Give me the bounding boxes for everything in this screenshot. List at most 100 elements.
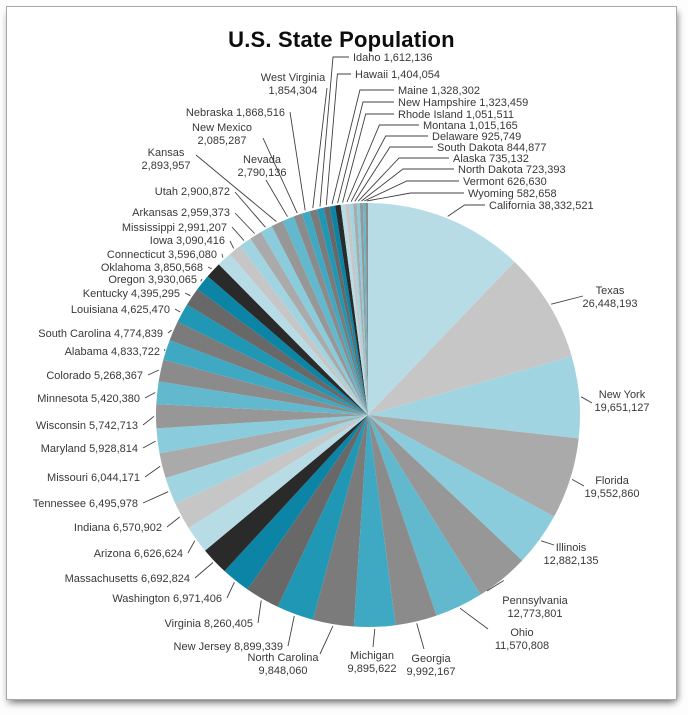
pie-slice-mississippi [240, 238, 368, 415]
pie-slice-kansas [271, 220, 368, 415]
slice-label-arkansas: Arkansas 2,959,373 [132, 207, 230, 219]
leader-line-wyoming [366, 192, 464, 202]
pie-slice-florida [368, 415, 579, 517]
pie-slice-minnesota [156, 381, 368, 415]
pie-slice-montana [345, 203, 368, 415]
slice-label-maryland: Maryland 5,928,814 [41, 443, 138, 455]
leader-line-utah [234, 191, 266, 228]
pie-slice-wyoming [365, 202, 368, 415]
slice-label-ohio: Ohio 11,570,808 [495, 627, 549, 652]
slice-label-north-dakota: North Dakota 723,393 [458, 164, 566, 176]
leader-line-arizona [187, 540, 196, 554]
pie-slice-indiana [175, 415, 368, 528]
slice-label-mississippi: Mississippi 2,991,207 [122, 222, 227, 234]
leader-line-alaska [357, 157, 449, 202]
leader-line-rhode-island [342, 113, 394, 203]
pie-slice-california [368, 203, 515, 415]
pie-slice-illinois [368, 415, 555, 561]
slice-label-rhode-island: Rhode Island 1,051,511 [398, 109, 514, 121]
pie-slice-rhode-island [340, 204, 368, 415]
leader-line-kentucky [184, 292, 191, 297]
pie-slice-oregon [197, 276, 368, 415]
pie-slice-wisconsin [156, 404, 368, 429]
slice-label-colorado: Colorado 5,268,367 [46, 370, 143, 382]
leader-line-west-virginia [312, 87, 328, 209]
slice-label-massachusetts: Massachusetts 6,692,824 [65, 573, 190, 585]
pie-slice-hawaii [323, 206, 368, 415]
leader-line-iowa [229, 240, 235, 249]
slice-label-connecticut: Connecticut 3,596,080 [107, 249, 217, 261]
leader-line-idaho [319, 56, 349, 207]
leader-line-delaware [350, 135, 428, 202]
leader-line-maryland [142, 440, 156, 449]
leader-line-vermont [364, 180, 459, 202]
pie-slice-louisiana [177, 304, 368, 415]
slice-label-new-york: New York 19,651,127 [594, 389, 649, 414]
slice-label-georgia: Georgia 9,992,167 [407, 653, 456, 678]
pie-slice-maine [329, 205, 368, 415]
slice-label-california: California 38,332,521 [489, 200, 594, 212]
leader-line-georgia [416, 623, 425, 650]
slice-label-south-carolina: South Carolina 4,774,839 [38, 328, 163, 340]
pie-slice-tennessee [165, 415, 368, 504]
slice-label-new-jersey: New Jersey 8,899,339 [174, 641, 283, 653]
slice-label-montana: Montana 1,015,165 [423, 120, 518, 132]
slice-label-illinois: Illinois 12,882,135 [543, 542, 598, 567]
leader-line-tennessee [142, 491, 169, 504]
leader-line-minnesota [144, 392, 156, 399]
leader-line-nevada [265, 179, 288, 217]
slice-label-hawaii: Hawaii 1,404,054 [355, 69, 440, 81]
pie-slice-new-jersey [277, 415, 368, 620]
leader-line-south-carolina [167, 329, 172, 334]
slice-label-indiana: Indiana 6,570,902 [74, 522, 162, 534]
slice-label-wisconsin: Wisconsin 5,742,713 [36, 420, 138, 432]
leader-line-missouri [144, 465, 161, 478]
leader-line-new-hampshire [337, 101, 394, 204]
pie-slice-idaho [317, 207, 368, 415]
pie-slice-michigan [353, 415, 396, 628]
pie-slice-nevada [282, 216, 368, 415]
leader-line-connecticut [221, 253, 224, 258]
slice-label-alabama: Alabama 4,833,722 [65, 346, 160, 358]
slice-label-kansas: Kansas 2,893,957 [142, 147, 191, 172]
slice-label-pennsylvania: Pennsylvania 12,773,801 [502, 595, 568, 620]
pie-slice-massachusetts [205, 415, 368, 572]
pie-slice-nebraska [302, 211, 368, 415]
slice-label-washington: Washington 6,971,406 [112, 593, 222, 605]
slice-label-texas: Texas 26,448,193 [582, 285, 637, 310]
leader-line-illinois [540, 540, 555, 546]
slice-label-oregon: Oregon 3,930,065 [108, 274, 197, 286]
leader-line-california [447, 204, 485, 217]
pie-slice-colorado [158, 359, 368, 415]
leader-line-new-mexico [262, 137, 298, 214]
pie-slice-iowa [229, 245, 368, 415]
pie-slice-south-dakota [353, 203, 368, 415]
slice-label-louisiana: Louisiana 4,625,470 [71, 304, 170, 316]
pie-slice-utah [260, 226, 368, 415]
slice-label-kentucky: Kentucky 4,395,295 [83, 288, 180, 300]
pie-slice-arkansas [250, 231, 368, 415]
pie-slice-washington [224, 415, 368, 590]
pie-slice-new-mexico [293, 213, 368, 415]
leader-line-pennsylvania [486, 580, 504, 592]
leader-line-louisiana [174, 308, 181, 313]
slice-label-tennessee: Tennessee 6,495,978 [33, 498, 138, 510]
slice-label-delaware: Delaware 925,749 [432, 131, 521, 143]
slice-label-michigan: Michigan 9,895,622 [348, 650, 397, 675]
slice-label-new-hampshire: New Hampshire 1,323,459 [398, 97, 528, 109]
slice-label-alaska: Alaska 735,132 [453, 153, 529, 165]
leader-line-north-dakota [361, 168, 454, 202]
pie-slice-alaska [356, 203, 368, 415]
leader-line-kansas [195, 154, 277, 222]
slice-label-wyoming: Wyoming 582,658 [468, 188, 557, 200]
slice-labels: California 38,332,521 Texas 26,448,193 New … [33, 52, 650, 678]
pie-slice-west-virginia [309, 209, 368, 415]
slice-label-nevada: Nevada 2,790,136 [238, 154, 287, 179]
leader-line-arkansas [234, 212, 255, 234]
leader-line-washington [226, 582, 235, 599]
leader-line-nebraska [289, 111, 306, 211]
leader-line-montana [346, 124, 419, 203]
leader-line-mississippi [231, 226, 245, 241]
pie-slice-connecticut [218, 254, 368, 415]
